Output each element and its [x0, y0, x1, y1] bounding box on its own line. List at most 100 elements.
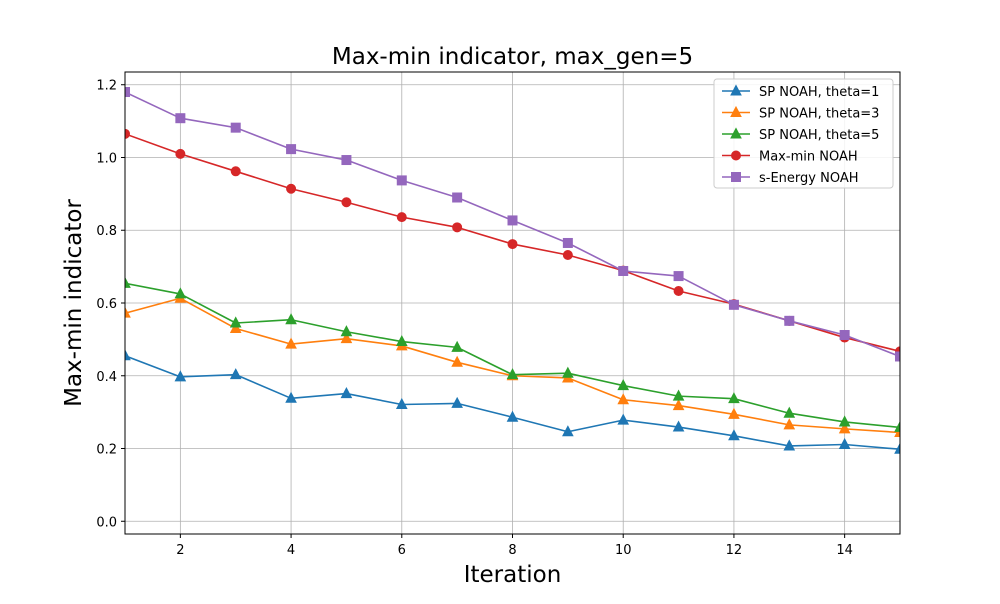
data-point [285, 391, 297, 403]
legend-entry: SP NOAH, theta=1 [722, 84, 879, 100]
data-point [125, 306, 131, 318]
data-point [340, 325, 353, 337]
data-point [673, 285, 684, 296]
data-point [617, 413, 630, 425]
data-point [894, 420, 900, 432]
data-point [618, 265, 629, 276]
data-point [783, 406, 796, 418]
legend-entry: Max-min NOAH [722, 150, 858, 165]
data-point [562, 249, 573, 260]
data-point [839, 330, 850, 341]
legend-box [713, 78, 894, 189]
data-point [672, 420, 685, 432]
data-point [783, 439, 796, 451]
y-tick-label: 0.4 [96, 370, 117, 385]
data-point [286, 144, 297, 155]
data-point [728, 392, 740, 404]
legend-marker [731, 150, 741, 161]
data-point [125, 276, 131, 288]
data-point [395, 334, 408, 347]
data-point [617, 393, 630, 405]
data-point [340, 387, 353, 399]
data-point [285, 313, 297, 325]
data-point [229, 368, 242, 380]
x-tick-label: 4 [287, 543, 295, 558]
legend: SP NOAH, theta=1 SP NOAH, theta=3 SP NOAH,… [713, 78, 894, 189]
data-point [341, 155, 352, 166]
data-point [452, 192, 463, 203]
data-point [838, 415, 851, 427]
data-point [451, 396, 463, 408]
data-point [507, 239, 518, 250]
y-tick-label: 1.2 [96, 79, 117, 94]
x-tick-label: 8 [508, 543, 516, 558]
data-point [728, 299, 739, 310]
x-tick-label: 12 [726, 543, 743, 558]
data-point [229, 316, 242, 328]
data-point [728, 429, 740, 441]
data-point [894, 442, 900, 454]
data-point [451, 340, 463, 352]
legend-label: SP NOAH, theta=1 [759, 85, 879, 100]
legend-marker [730, 105, 742, 117]
y-axis-label: Max-min indicator [61, 199, 87, 407]
y-tick-label: 0.6 [96, 297, 117, 312]
axis-ticks: 2 4 6 8 10 12 14 0.0 0.2 0.4 0.6 0.8 1.0 1.2 [96, 79, 853, 558]
data-point [396, 175, 407, 186]
data-point [175, 113, 186, 124]
series-1 [125, 349, 900, 454]
legend-marker [731, 172, 741, 182]
data-point [125, 128, 130, 139]
data-point [229, 321, 242, 333]
data-point [838, 422, 851, 434]
x-axis-label: Iteration [464, 562, 562, 588]
data-point [562, 425, 574, 437]
data-point [174, 287, 187, 299]
x-tick-label: 14 [836, 543, 853, 558]
data-point [395, 397, 408, 409]
y-tick-label: 0.0 [96, 515, 117, 530]
data-point [451, 355, 463, 367]
data-point [285, 337, 297, 349]
data-point [396, 212, 407, 223]
series-3 [125, 276, 900, 432]
series-5 [125, 87, 900, 362]
legend-marker [730, 127, 742, 139]
legend-entry: s-Energy NOAH [722, 171, 859, 186]
data-point [230, 166, 241, 177]
legend-label: Max-min NOAH [759, 150, 858, 165]
data-point [895, 351, 900, 362]
legend-entry: SP NOAH, theta=3 [722, 105, 879, 122]
data-point [672, 399, 685, 411]
data-point [673, 271, 684, 282]
data-point [341, 197, 352, 208]
data-point [286, 183, 297, 194]
data-point [507, 215, 518, 226]
x-tick-label: 2 [176, 543, 184, 558]
data-point [838, 437, 851, 450]
legend-label: SP NOAH, theta=5 [759, 128, 879, 143]
data-point [562, 366, 574, 378]
y-tick-label: 1.0 [96, 151, 117, 166]
data-point [617, 379, 630, 391]
legend-marker [730, 84, 742, 96]
data-point [728, 407, 740, 419]
chart-title: Max-min indicator, max_gen=5 [332, 44, 693, 70]
legend-label: s-Energy NOAH [759, 171, 859, 186]
data-point [783, 418, 796, 430]
data-point [125, 349, 131, 361]
data-point [230, 122, 241, 133]
x-tick-label: 6 [398, 543, 406, 558]
data-point [672, 389, 685, 401]
x-tick-label: 10 [615, 543, 632, 558]
y-tick-label: 0.8 [96, 224, 117, 239]
data-point [452, 222, 463, 233]
data-point [784, 315, 795, 326]
data-point [562, 237, 573, 248]
data-point [175, 148, 186, 159]
data-point [174, 370, 187, 382]
data-point [506, 410, 519, 422]
data-point [125, 87, 130, 98]
